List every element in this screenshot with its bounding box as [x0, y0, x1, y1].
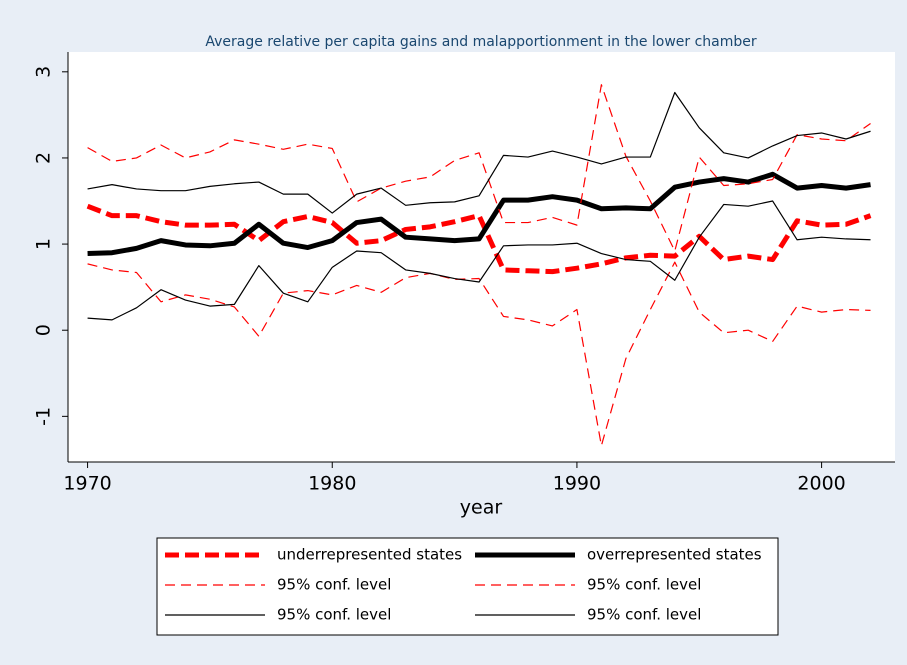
legend-label: 95% conf. level [277, 576, 391, 594]
chart-title: Average relative per capita gains and ma… [205, 34, 757, 50]
legend-label: 95% conf. level [587, 606, 701, 624]
y-tick-label: 3 [33, 66, 55, 78]
legend [156, 537, 779, 636]
y-tick-label: 2 [33, 152, 55, 164]
series-line [87, 171, 871, 257]
x-tick-label: 2000 [797, 473, 845, 495]
x-tick-label: 1970 [63, 473, 111, 495]
legend-label: 95% conf. level [587, 576, 701, 594]
series-line [87, 91, 871, 214]
y-tick-label: -1 [33, 407, 55, 426]
y-tick-label: 0 [33, 324, 55, 336]
legend-label: overrepresented states [587, 546, 762, 564]
y-tick-label: 1 [33, 238, 55, 250]
legend-label: 95% conf. level [277, 606, 391, 624]
legend-label: underrepresented states [277, 546, 462, 564]
series-line [86, 203, 872, 275]
series-line [87, 200, 871, 321]
x-tick-label: 1990 [553, 473, 601, 495]
x-axis-label: year [460, 497, 503, 519]
series-line [87, 84, 871, 252]
x-tick-label: 1980 [308, 473, 356, 495]
series-line [87, 261, 871, 447]
